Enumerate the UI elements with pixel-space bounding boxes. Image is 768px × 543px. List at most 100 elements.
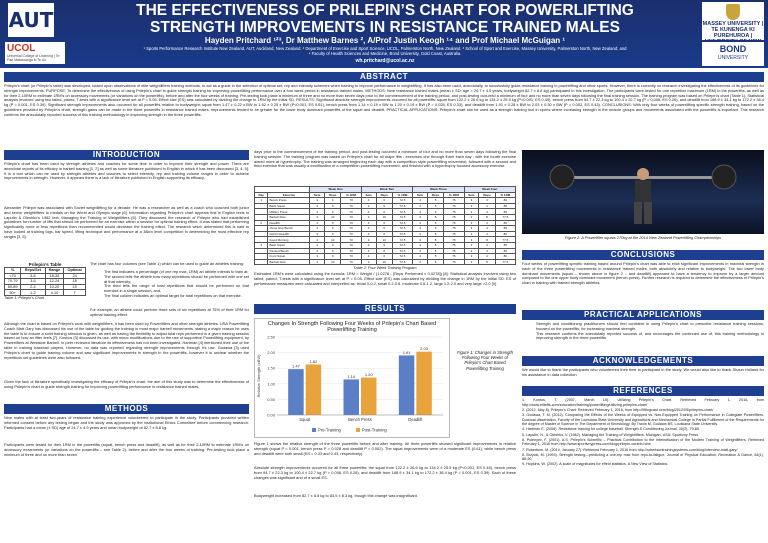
acknowledgements-heading: ACKNOWLEDGEMENTS xyxy=(522,356,764,366)
table-row: Barbell Row 3 10 70 3 10 72.5 3 8 75 3 8 77.5 xyxy=(253,258,517,266)
reference-item: 7. Robertson, M. (2014, January 27). Ret… xyxy=(522,447,738,452)
list-item: This research confirms the anecdotally r… xyxy=(536,331,764,342)
program-cell: 5 xyxy=(426,253,445,260)
list-item: The first indicates a percentage (of one… xyxy=(104,270,249,275)
prilepin-cell: 7 xyxy=(63,289,86,296)
legend-swatch xyxy=(312,428,316,432)
abstract-text: Prilepin’s chart (or Prilepin’s table) w… xyxy=(4,84,764,117)
data-label: 1.20 xyxy=(365,372,374,377)
methods-paragraph-1: Nine males with at least two-years of re… xyxy=(4,416,249,430)
reference-item: 3. Godawa, T. M. (2012). Comparing the E… xyxy=(522,412,764,427)
abstract-heading: ABSTRACT xyxy=(4,72,764,82)
table-row: 1 Bench Press 4 6 70 4 6 72.5 4 5 75 3 4 80 xyxy=(253,197,517,204)
prilepin-cell: 3-6 xyxy=(20,278,46,285)
program-table: Week One Week Two Week Three Week Four Day E… xyxy=(253,186,517,266)
data-label: 2.03 xyxy=(420,346,429,351)
reference-item: 4. Hartman E. (2008). Resistance trainin… xyxy=(522,427,700,432)
program-cell: 72.5 xyxy=(391,258,414,266)
bond-logo: BOND UNIVERSITY xyxy=(702,42,764,66)
legend-label: Post-Training xyxy=(362,427,387,432)
reference-item: 5. Laputin, N., & Oleshko, V. (1982). Ma… xyxy=(522,432,700,437)
y-tick-label: 0.00 xyxy=(267,413,276,418)
x-category-label: Bench Press xyxy=(348,417,372,422)
table-row: Military Press 4 6 70 4 6 72.5 4 5 75 3 4 80 xyxy=(253,208,517,215)
prilepin-header-cell: Reps/Set xyxy=(20,267,46,274)
y-axis-label: Relative Strength (xBW) xyxy=(256,354,261,398)
prilepin-table-caption: Table 1: Prilepin’s Chart xyxy=(4,295,45,300)
y-tick-label: 2.00 xyxy=(267,350,276,355)
intro-paragraph-4: For example, an athlete could perform th… xyxy=(90,308,249,317)
program-cell: 6 xyxy=(324,253,342,260)
legend-swatch xyxy=(356,428,360,432)
intro-paragraph-2: Alexander Prilepin was associated with S… xyxy=(4,206,249,239)
conclusions-heading: CONCLUSIONS xyxy=(522,250,764,260)
prilepin-cell: 3-6 xyxy=(20,272,46,280)
results-paragraph-3: Absolute strength improvements occurred … xyxy=(254,466,516,480)
program-cell: 4 xyxy=(478,253,496,260)
poster-title: THE EFFECTIVENESS OF PRILEPIN’S CHART FO… xyxy=(136,2,634,36)
figure-2-photo xyxy=(522,150,764,234)
y-tick-label: 0.50 xyxy=(267,397,276,402)
table-row: Front Squat 4 6 70 4 6 72.5 4 5 75 3 4 80 xyxy=(253,253,517,260)
bar-post-training-deadlift xyxy=(416,351,432,415)
intro-paragraph-1: Prilepin’s chart has been used by streng… xyxy=(4,162,249,181)
figure-1-caption: Figure 1: Changes in Strength Following … xyxy=(457,350,513,371)
intro-paragraph-5: Although the chart is based on Prilepin’… xyxy=(4,322,249,360)
data-label: 1.91 xyxy=(403,350,412,355)
results-paragraph-2: Figure 1 shows the relative strength of … xyxy=(254,442,516,456)
results-method-paragraph: Estimated 1RM’s were calculated using th… xyxy=(254,272,516,286)
program-cell: 3 xyxy=(412,258,428,266)
list-item: The second tells the athlete how many re… xyxy=(104,274,249,285)
prilepin-cell: 4-10 xyxy=(44,289,65,296)
practical-applications-heading: PRACTICAL APPLICATIONS xyxy=(522,310,764,320)
bar-post-training-bench-press xyxy=(361,377,377,415)
chart-svg: 0.00 0.50 1.00 1.50 2.00 2.50 Relative Strengt… xyxy=(256,335,443,432)
y-tick-label: 1.00 xyxy=(267,381,276,386)
y-tick-label: 2.50 xyxy=(267,335,276,340)
reference-item: 6. Pulenyev, F. (2001). A.S. Prilepin’s … xyxy=(522,437,764,447)
data-label: 1.62 xyxy=(310,359,319,364)
prilepin-table-block: Prilepin’s Table % Reps/Set Range Optimal <… xyxy=(3,262,86,300)
list-item: The third tells the range of total repet… xyxy=(104,284,249,294)
program-cell: 75 xyxy=(443,258,465,266)
program-cell: 3 xyxy=(309,258,326,266)
results-paragraph-4: Bodyweight increased from 82.7 ± 8.8 kg … xyxy=(254,494,418,498)
prilepin-cell: 1-2 xyxy=(20,289,46,296)
intro-paragraph-3: The chart has four columns (see Table 1)… xyxy=(90,262,244,266)
authors: Hayden Pritchard ¹²³, Dr Matthew Barnes … xyxy=(204,36,566,45)
program-cell: 10 xyxy=(375,258,393,266)
program-cell: Barbell Row xyxy=(267,258,311,266)
program-cell xyxy=(253,253,269,260)
bar-pre-training-bench-press xyxy=(343,379,359,415)
figure-1-chart: Changes In Strength Following Four Weeks… xyxy=(254,318,450,438)
program-cell: Front Squat xyxy=(267,253,311,260)
chart-title: Changes In Strength Following Four Weeks… xyxy=(267,321,437,333)
table-row: 70-79 3-6 12-24 18 xyxy=(3,278,86,285)
figure-2-caption: Figure 2: A Powerlifter squats 270kg at … xyxy=(564,236,722,240)
bar-pre-training-deadlift xyxy=(398,355,415,415)
legend-label: Pre-Training xyxy=(318,427,342,432)
massey-logo: MASSEY UNIVERSITY | TE KUNENGA KI PUREHU… xyxy=(702,2,764,51)
conclusions-text: Four weeks of powerlifting specific trai… xyxy=(522,262,764,286)
bar-post-training-squat xyxy=(305,364,322,415)
references-list: 1. Kontos, T. (2007, March 15). Utilizin… xyxy=(522,398,764,540)
prilepin-cell: 24 xyxy=(63,272,86,280)
program-cell: 72.5 xyxy=(391,253,414,260)
program-cell: 70 xyxy=(340,253,362,260)
contact-email: wh.pritchard@ucol.ac.nz xyxy=(355,58,415,64)
program-cell: 3 xyxy=(360,258,377,266)
y-tick-label: 1.50 xyxy=(267,366,276,371)
program-cell: 70 xyxy=(340,258,362,266)
methods-paragraph-2: Participants were tested for their 1RM i… xyxy=(4,443,249,457)
references-heading: REFERENCES xyxy=(522,386,764,396)
list-item: The final column indicates an optimal ta… xyxy=(104,293,249,299)
methods-heading: METHODS xyxy=(4,404,249,414)
program-cell: 8 xyxy=(478,258,496,266)
poster-header: AUT UCOL Universal College of Learning |… xyxy=(0,0,768,68)
methods-paragraph-3: days prior to the commencement of the tr… xyxy=(254,150,516,169)
powerlifter-squat-icon xyxy=(549,164,737,224)
reference-item: 1. Kontos, T. (2007, March 15). Utilizin… xyxy=(522,398,764,407)
program-cell: 8 xyxy=(426,258,445,266)
introduction-heading: INTRODUCTION xyxy=(4,150,249,160)
x-category-label: Deadlift xyxy=(408,417,423,422)
